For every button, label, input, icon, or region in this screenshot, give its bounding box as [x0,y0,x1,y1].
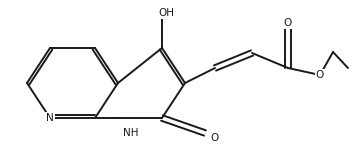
Text: OH: OH [158,8,174,18]
Text: O: O [316,70,324,80]
Text: O: O [210,133,218,143]
Text: N: N [46,113,54,123]
Text: O: O [284,18,292,28]
Text: NH: NH [123,128,138,138]
